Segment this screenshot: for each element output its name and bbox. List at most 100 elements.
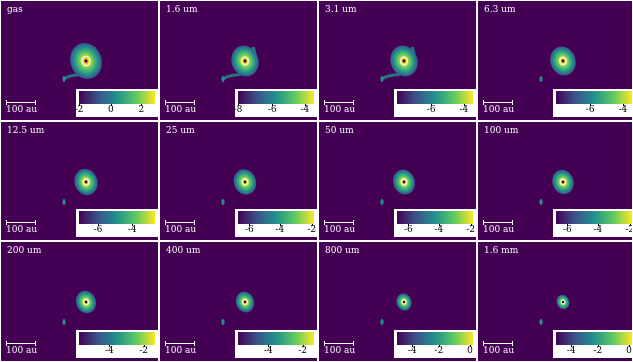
colorbar-tick xyxy=(571,345,573,347)
disk-image xyxy=(221,169,257,205)
colorbar-tick xyxy=(412,345,414,347)
scale-bar-label: 100 au xyxy=(324,346,356,356)
colorbar-tick-label: -4 xyxy=(434,225,444,235)
scale-bar: 100 au xyxy=(483,341,515,357)
scale-bar-label: 100 au xyxy=(324,105,356,115)
colorbar-gradient xyxy=(556,332,632,345)
scale-bar-label: 100 au xyxy=(165,346,197,356)
scale-bar-label: 100 au xyxy=(324,225,356,235)
colorbar-tick xyxy=(438,345,440,347)
colorbar-tick-label: -2 xyxy=(593,346,603,356)
panel: 3.1 um 100 au -6 -4 xyxy=(319,1,476,120)
colorbar-tick-label: -4 xyxy=(127,225,137,235)
companion xyxy=(62,76,66,82)
colorbar-tick xyxy=(272,104,274,106)
colorbar-tick-label: -2 xyxy=(466,225,476,235)
scale-bar-label: 100 au xyxy=(6,225,38,235)
colorbar: -4 -2 0 xyxy=(394,330,476,358)
colorbar-tick-label: 2 xyxy=(138,105,145,115)
colorbar-tick xyxy=(431,104,433,106)
companion xyxy=(221,319,225,325)
colorbar-tick xyxy=(311,224,313,226)
colorbar-tick xyxy=(438,224,440,226)
inner-ring xyxy=(559,56,567,66)
colorbar: -6 -4 -2 xyxy=(235,209,317,237)
companion xyxy=(62,199,66,205)
companion xyxy=(380,199,384,205)
colorbar: -6 -4 -2 xyxy=(553,209,632,237)
panel: 800 um 100 au -4 -2 0 xyxy=(319,242,476,361)
colorbar-tick-label: -4 xyxy=(407,346,417,356)
colorbar-tick xyxy=(463,104,465,106)
scale-bar: 100 au xyxy=(6,220,38,236)
colorbar: -4 -2 xyxy=(235,330,317,358)
colorbar-tick xyxy=(79,104,80,106)
inner-ring xyxy=(559,178,567,186)
disk-image xyxy=(539,46,576,82)
colorbar-tick xyxy=(109,345,111,347)
colorbar-tick xyxy=(590,104,592,106)
companion xyxy=(539,199,543,205)
colorbar-tick-label: -4 xyxy=(593,225,603,235)
colorbar-tick xyxy=(628,345,630,347)
inner-ring xyxy=(81,55,91,67)
disk-image xyxy=(380,45,418,82)
scale-bar-label: 100 au xyxy=(165,225,197,235)
disk-image xyxy=(221,291,255,325)
disk-image xyxy=(539,169,574,205)
panel-label: 200 um xyxy=(7,246,42,256)
inner-ring xyxy=(401,299,407,305)
colorbar-gradient xyxy=(79,91,155,104)
companion xyxy=(380,319,384,325)
colorbar-tick xyxy=(469,345,471,347)
colorbar-tick-label: -2 xyxy=(74,105,84,115)
colorbar: -6 -4 -2 xyxy=(394,209,476,237)
colorbar-tick xyxy=(141,104,143,106)
colorbar-tick xyxy=(597,224,599,226)
scale-bar-label: 100 au xyxy=(483,225,515,235)
scale-bar: 100 au xyxy=(483,100,515,116)
disk-image xyxy=(62,290,97,325)
companion xyxy=(539,319,543,325)
colorbar-tick-label: -6 xyxy=(267,105,277,115)
colorbar-tick xyxy=(143,345,145,347)
colorbar: -6 -4 xyxy=(76,209,158,237)
panel-label: 1.6 um xyxy=(166,5,198,15)
colorbar: -4 -2 0 xyxy=(553,330,632,358)
colorbar: -8 -6 -4 xyxy=(234,89,317,117)
disk-image xyxy=(380,293,412,325)
companion xyxy=(62,319,66,325)
colorbar-tick xyxy=(567,224,569,226)
scale-bar: 100 au xyxy=(483,220,515,236)
scale-bar-label: 100 au xyxy=(483,105,515,115)
inner-ring xyxy=(82,177,90,187)
panel-label: 12.5 um xyxy=(7,126,45,136)
colorbar-tick-label: -4 xyxy=(264,346,273,356)
colorbar-tick-label: -4 xyxy=(618,105,628,115)
colorbar-tick xyxy=(110,104,112,106)
panel-label: gas xyxy=(7,5,23,15)
colorbar-tick xyxy=(249,224,251,226)
colorbar-tick-label: -6 xyxy=(93,225,103,235)
scale-bar-label: 100 au xyxy=(483,346,515,356)
panel: 1.6 mm 100 au -4 -2 0 xyxy=(478,242,632,361)
colorbar-tick xyxy=(629,224,631,226)
colorbar-tick-label: -6 xyxy=(426,105,436,115)
panel: 12.5 um 100 au -6 -4 xyxy=(1,122,158,240)
panel-label: 1.6 mm xyxy=(484,246,519,256)
colorbar-tick-label: -6 xyxy=(404,225,413,235)
scale-bar-label: 100 au xyxy=(6,346,38,356)
colorbar-tick-label: -6 xyxy=(245,225,254,235)
colorbar-tick xyxy=(302,345,304,347)
colorbar-tick-label: -2 xyxy=(298,346,307,356)
colorbar-tick xyxy=(470,224,472,226)
colorbar-tick-label: -4 xyxy=(105,346,114,356)
colorbar-tick xyxy=(268,345,270,347)
panel-label: 100 um xyxy=(484,126,519,136)
scale-bar: 100 au xyxy=(6,341,38,357)
colorbar-tick xyxy=(279,224,281,226)
colorbar-gradient xyxy=(79,211,155,224)
colorbar-tick xyxy=(622,104,624,106)
colorbar-tick-label: -4 xyxy=(459,105,469,115)
